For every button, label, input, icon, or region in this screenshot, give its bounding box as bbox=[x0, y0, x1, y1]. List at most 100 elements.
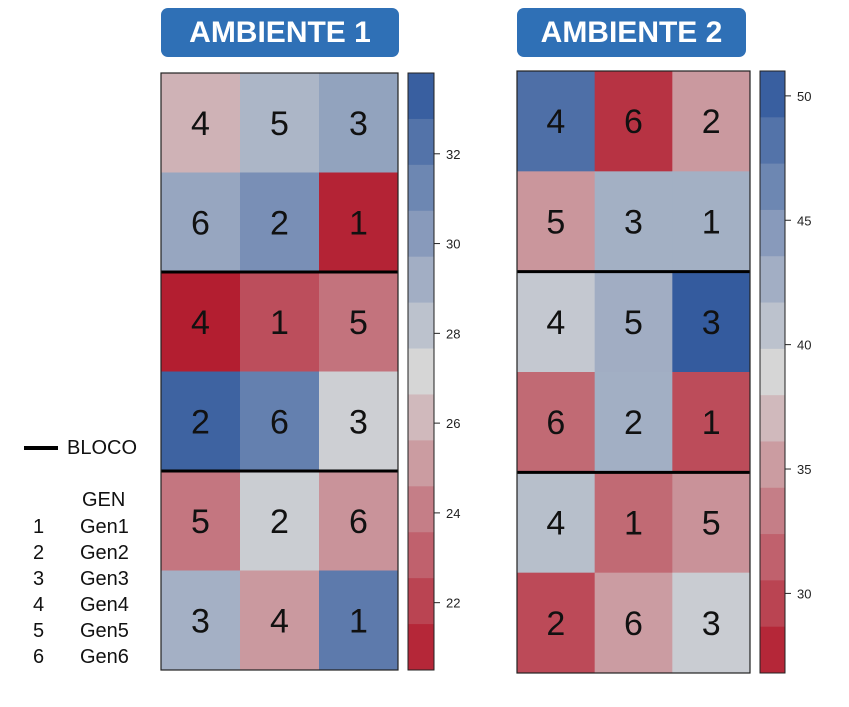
colorbar-tick-label: 30 bbox=[446, 237, 460, 252]
heatmap-cell bbox=[517, 572, 596, 674]
heatmap-cell bbox=[517, 271, 596, 373]
cell-genotype-label: 4 bbox=[191, 105, 210, 143]
colorbar-segment bbox=[408, 624, 434, 671]
heatmap-cell bbox=[161, 272, 241, 372]
cell-genotype-label: 3 bbox=[702, 605, 721, 643]
heatmap-cell bbox=[672, 372, 751, 473]
heatmap-cell bbox=[594, 472, 673, 574]
colorbar-border bbox=[759, 70, 786, 674]
cell-genotype-label: 3 bbox=[349, 105, 368, 143]
colorbar-segment bbox=[760, 487, 785, 535]
panel-title-text: AMBIENTE 1 bbox=[189, 15, 371, 49]
cell-genotype-label: 6 bbox=[624, 605, 643, 643]
heatmap-cell bbox=[672, 71, 751, 172]
cell-genotype-label: 3 bbox=[191, 602, 210, 640]
cell-genotype-label: 2 bbox=[270, 503, 289, 541]
cell-genotype-label: 3 bbox=[349, 403, 368, 441]
colorbar-segment bbox=[760, 163, 785, 211]
cell-genotype-label: 5 bbox=[624, 304, 643, 342]
gen-legend-name: Gen3 bbox=[80, 568, 129, 590]
colorbar-segment bbox=[408, 532, 434, 579]
colorbar-segment bbox=[760, 71, 785, 118]
gen-legend-code: 4 bbox=[33, 594, 45, 616]
heatmap-cell bbox=[319, 172, 399, 273]
heatmap-cell bbox=[594, 71, 673, 172]
colorbar-tick-label: 26 bbox=[446, 416, 460, 431]
colorbar-segment bbox=[408, 486, 434, 533]
cell-genotype-label: 4 bbox=[546, 304, 565, 342]
cell-genotype-label: 2 bbox=[546, 605, 565, 643]
heatmap-cell bbox=[319, 272, 399, 372]
colorbar-tick-label: 35 bbox=[797, 462, 811, 477]
gen-legend-header: GEN bbox=[82, 489, 126, 511]
colorbar-tick-label: 22 bbox=[446, 596, 460, 611]
colorbar-segment bbox=[760, 626, 785, 674]
colorbar-segment bbox=[760, 534, 785, 581]
cell-genotype-label: 4 bbox=[546, 103, 565, 141]
cell-genotype-label: 6 bbox=[191, 204, 210, 242]
colorbar-segment bbox=[760, 302, 785, 350]
colorbar-segment bbox=[408, 210, 434, 258]
cell-genotype-label: 3 bbox=[624, 204, 643, 242]
cell-genotype-label: 1 bbox=[702, 204, 721, 242]
heatmap-cell bbox=[161, 570, 241, 671]
heatmap-cell bbox=[517, 372, 596, 473]
heatmap-cell bbox=[319, 73, 399, 173]
heatmap-cell bbox=[517, 71, 596, 172]
heatmap-cell bbox=[240, 471, 320, 571]
bloco-legend-line bbox=[24, 446, 58, 450]
gen-legend-name: Gen5 bbox=[80, 620, 129, 642]
heatmap-border bbox=[160, 72, 399, 671]
cell-genotype-label: 5 bbox=[546, 204, 565, 242]
gen-legend-code: 3 bbox=[33, 568, 45, 590]
gen-legend-name: Gen2 bbox=[80, 542, 129, 564]
colorbar-tick-label: 30 bbox=[797, 586, 811, 601]
colorbar-segment bbox=[760, 256, 785, 304]
cell-genotype-label: 4 bbox=[270, 602, 289, 640]
colorbar-segment bbox=[408, 256, 434, 304]
colorbar-segment bbox=[760, 117, 785, 165]
cell-genotype-label: 2 bbox=[191, 403, 210, 441]
bloco-legend-label: BLOCO bbox=[67, 437, 138, 459]
colorbar-segment bbox=[760, 348, 785, 396]
heatmap-cell bbox=[161, 371, 241, 472]
cell-genotype-label: 1 bbox=[624, 505, 643, 543]
gen-legend-code: 5 bbox=[33, 620, 45, 642]
colorbar-segment bbox=[408, 394, 434, 441]
heatmap-cell bbox=[240, 172, 320, 273]
colorbar-segment bbox=[760, 441, 785, 489]
heatmap-cell bbox=[672, 572, 751, 674]
cell-genotype-label: 4 bbox=[546, 505, 565, 543]
heatmap-cell bbox=[161, 172, 241, 273]
cell-genotype-label: 1 bbox=[270, 304, 289, 342]
colorbar-segment bbox=[760, 395, 785, 442]
heatmap-cell bbox=[240, 570, 320, 671]
colorbar-segment bbox=[408, 578, 434, 625]
heatmap-cell bbox=[240, 272, 320, 372]
colorbar-segment bbox=[408, 302, 434, 350]
heatmap-cell bbox=[594, 572, 673, 674]
heatmap-cell bbox=[672, 171, 751, 273]
gen-legend-name: Gen6 bbox=[80, 646, 129, 668]
heatmap-cell bbox=[161, 73, 241, 173]
heatmap-cell bbox=[594, 171, 673, 273]
colorbar-segment bbox=[408, 73, 434, 120]
colorbar-segment bbox=[408, 440, 434, 487]
cell-genotype-label: 2 bbox=[270, 204, 289, 242]
cell-genotype-label: 6 bbox=[349, 503, 368, 541]
colorbar-segment bbox=[408, 118, 434, 166]
heatmap-cell bbox=[517, 171, 596, 273]
gen-legend-code: 1 bbox=[33, 516, 45, 538]
cell-genotype-label: 5 bbox=[702, 505, 721, 543]
heatmap-cell bbox=[319, 371, 399, 472]
colorbar-segment bbox=[760, 209, 785, 257]
colorbar-tick-label: 40 bbox=[797, 338, 811, 353]
cell-genotype-label: 4 bbox=[191, 304, 210, 342]
colorbar-tick-label: 45 bbox=[797, 213, 811, 228]
cell-genotype-label: 3 bbox=[702, 304, 721, 342]
heatmap-cell bbox=[240, 371, 320, 472]
cell-genotype-label: 5 bbox=[191, 503, 210, 541]
colorbar-tick-label: 50 bbox=[797, 89, 811, 104]
panel-title-ambiente-1: AMBIENTE 1 bbox=[161, 8, 399, 57]
